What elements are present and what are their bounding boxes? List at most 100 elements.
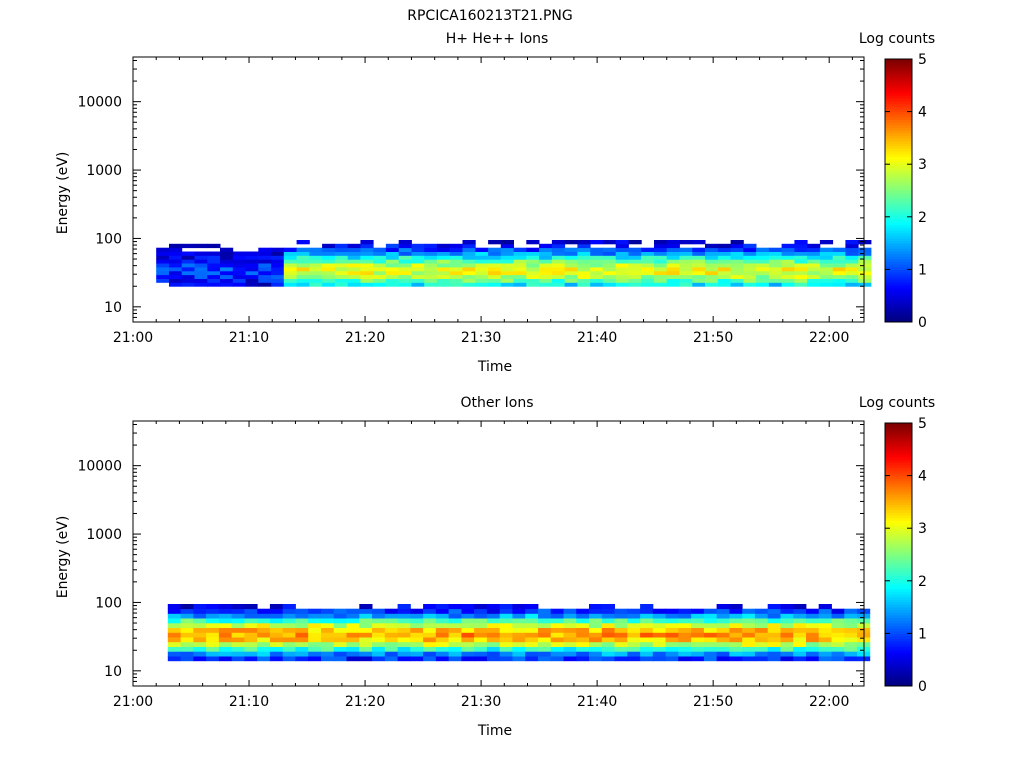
heatmap-cell: [283, 278, 297, 283]
heatmap-cell: [806, 651, 820, 657]
heatmap-cell: [218, 622, 233, 628]
heatmap-cell: [538, 637, 552, 643]
heatmap-cell: [499, 646, 513, 652]
heatmap-cell: [679, 255, 693, 260]
heatmap-cell: [181, 270, 195, 276]
heatmap-cell: [576, 613, 590, 619]
heatmap-cell: [347, 282, 361, 287]
heatmap-cell: [756, 278, 770, 283]
colorbar-segment: [885, 245, 912, 249]
heatmap-cell: [601, 622, 615, 628]
heatmap-cell: [628, 247, 642, 252]
colorbar-segment: [885, 179, 912, 184]
colorbar-segment: [885, 567, 912, 571]
heatmap-cell: [627, 641, 641, 647]
heatmap-cell: [703, 632, 718, 638]
heatmap-cell: [640, 618, 654, 624]
heatmap-cell: [359, 646, 373, 652]
heatmap-cell: [512, 622, 526, 628]
heatmap-cell: [333, 627, 347, 633]
heatmap-cell: [271, 282, 285, 287]
heatmap-cell: [220, 267, 234, 272]
colorbar-segment: [885, 135, 912, 139]
heatmap-cell: [807, 251, 821, 256]
heatmap-cell: [730, 240, 744, 245]
heatmap-cell: [756, 282, 770, 287]
heatmap-cell: [756, 270, 770, 276]
heatmap-cell: [858, 282, 872, 287]
colorbar-segment: [885, 636, 912, 640]
heatmap-cell: [475, 278, 489, 283]
heatmap-cell: [615, 267, 629, 272]
heatmap-cell: [831, 641, 845, 647]
x-tick-label: 22:00: [809, 330, 849, 346]
colorbar-segment: [885, 451, 912, 456]
colorbar-segment: [885, 678, 912, 682]
colorbar-segment: [885, 300, 912, 305]
heatmap-cell: [156, 255, 170, 260]
heatmap-cell: [512, 608, 526, 614]
heatmap-cell: [589, 637, 603, 643]
colorbar-segment: [885, 116, 912, 120]
heatmap-cell: [282, 622, 296, 628]
heatmap-cell: [679, 267, 693, 272]
heatmap-cell: [692, 240, 706, 245]
heatmap-cell: [525, 656, 539, 662]
heatmap-cell: [424, 255, 438, 260]
colorbar-segment: [885, 151, 912, 155]
heatmap-cell: [435, 627, 449, 633]
heatmap-cell: [461, 622, 475, 628]
heatmap-cell: [767, 622, 781, 628]
heatmap-cell: [180, 627, 194, 633]
heatmap-cell: [692, 282, 706, 287]
heatmap-cell: [282, 637, 296, 643]
heatmap-cell: [705, 274, 719, 279]
heatmap-cell: [194, 255, 208, 260]
heatmap-cell: [845, 255, 859, 260]
heatmap-cell: [309, 267, 323, 272]
heatmap-cell: [347, 270, 361, 276]
heatmap-cell: [705, 282, 719, 287]
heatmap-cell: [742, 613, 756, 619]
heatmap-cell: [448, 646, 462, 652]
heatmap-cell: [780, 641, 794, 647]
heatmap-cell: [640, 622, 654, 628]
heatmap-cell: [333, 608, 347, 614]
panel-2-title: Other Ions: [460, 395, 533, 411]
heatmap-cell: [499, 656, 513, 662]
colorbar-segment: [885, 277, 912, 281]
heatmap-cell: [767, 618, 781, 624]
heatmap-cell: [550, 651, 564, 657]
heatmap-cell: [628, 274, 642, 279]
heatmap-cell: [717, 267, 731, 272]
heatmap-cell: [308, 651, 322, 657]
heatmap-cell: [474, 656, 488, 662]
colorbar-tick-label: 1: [918, 626, 927, 642]
heatmap-cell: [334, 255, 349, 260]
heatmap-cell: [218, 627, 233, 633]
heatmap-cell: [716, 641, 730, 647]
heatmap-cell: [781, 243, 795, 249]
heatmap-cell: [448, 613, 462, 619]
heatmap-cell: [232, 259, 246, 264]
heatmap-cell: [845, 247, 859, 252]
heatmap-cell: [793, 641, 807, 647]
panel-2-axes: 21:00 21:10 21:20 21:30 21:40 21:50 22:00 10 100…: [77, 421, 864, 710]
heatmap-cell: [180, 646, 194, 652]
colorbar-segment: [885, 250, 912, 255]
heatmap-cell: [194, 251, 208, 256]
heatmap-cell: [462, 267, 476, 272]
heatmap-cell: [475, 259, 489, 264]
heatmap-cell: [384, 613, 398, 619]
heatmap-cell: [423, 646, 437, 652]
heatmap-cell: [244, 613, 258, 619]
heatmap-cell: [794, 243, 808, 249]
colorbar-segment: [885, 227, 912, 231]
colorbar-segment: [885, 593, 912, 598]
heatmap-cell: [385, 259, 400, 264]
heatmap-cell: [729, 604, 743, 610]
heatmap-cell: [333, 651, 347, 657]
heatmap-cell: [180, 608, 194, 614]
heatmap-cell: [652, 656, 666, 662]
heatmap-cell: [756, 251, 770, 256]
